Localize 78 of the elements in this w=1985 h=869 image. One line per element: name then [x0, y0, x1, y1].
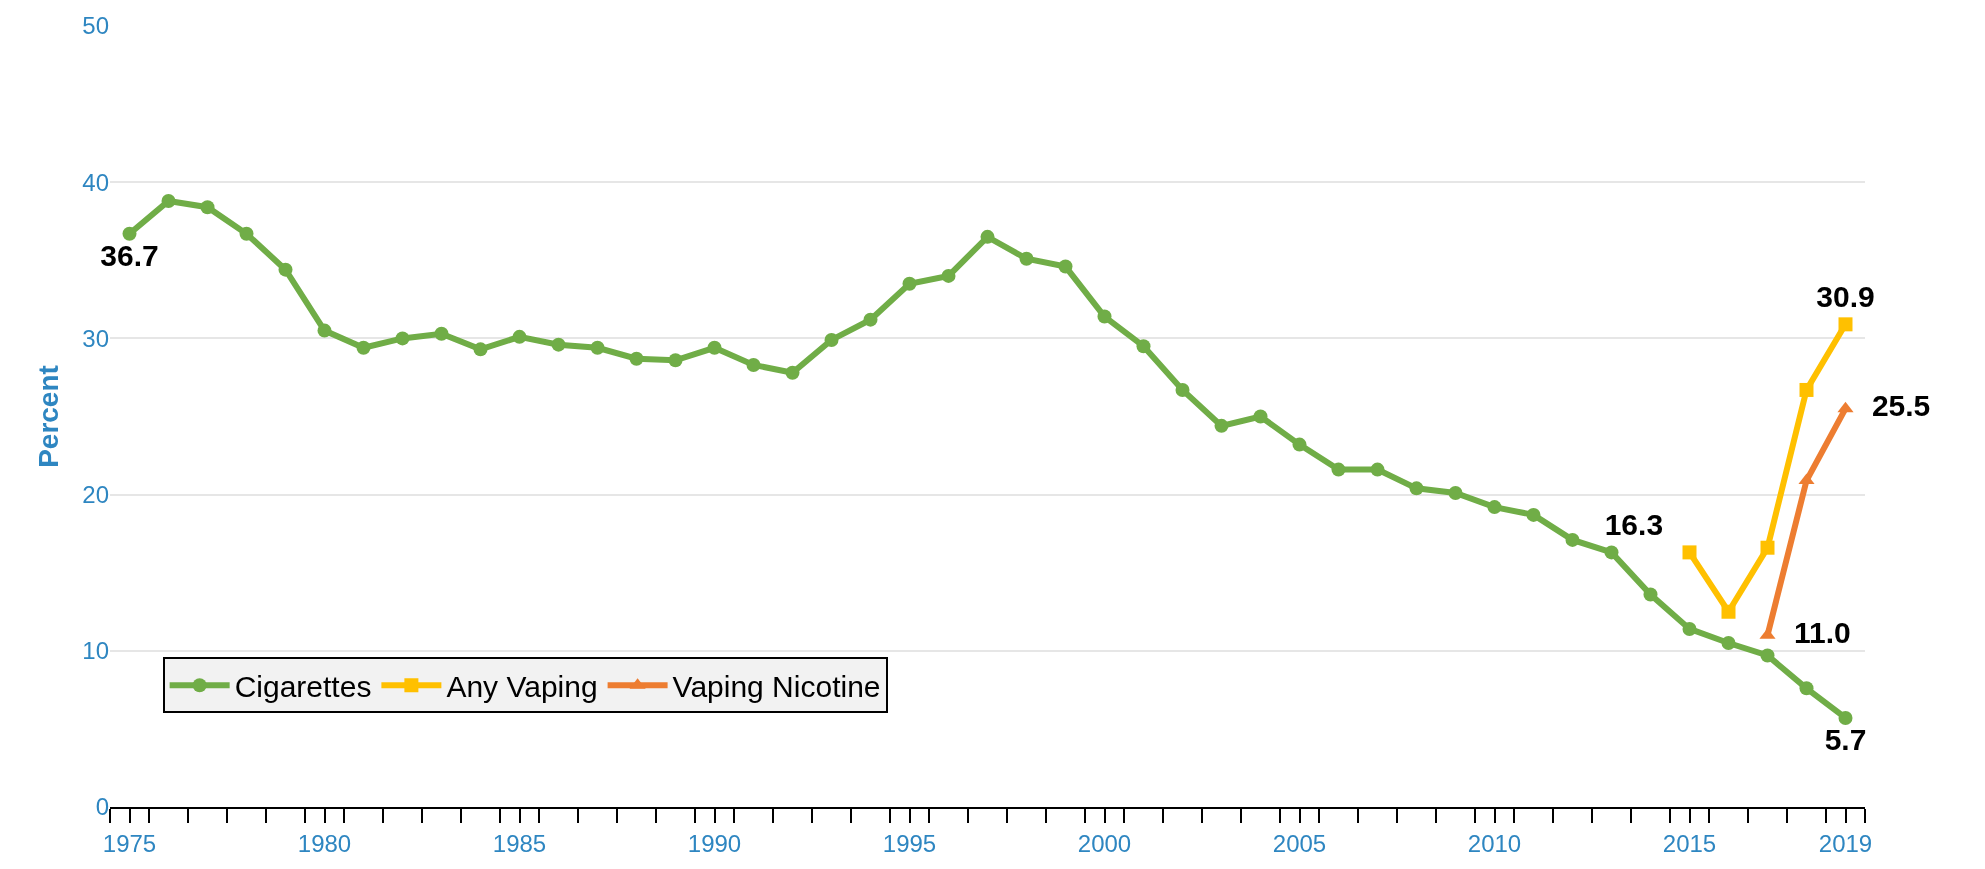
point	[1838, 317, 1853, 332]
point	[1409, 481, 1424, 496]
point	[1682, 545, 1697, 560]
point	[473, 342, 488, 357]
data-label: 30.9	[1799, 280, 1892, 314]
point	[1838, 710, 1853, 725]
point	[1019, 251, 1034, 266]
point	[395, 331, 410, 346]
x-tick-label: 2010	[1467, 829, 1522, 857]
point	[1331, 462, 1346, 477]
legend-label: Any Vaping	[446, 669, 598, 703]
point	[1058, 259, 1073, 274]
x-tick-label: 1995	[882, 829, 937, 857]
x-tick-label: 1980	[297, 829, 352, 857]
x-tick-label: 1985	[492, 829, 547, 857]
point	[1799, 382, 1814, 397]
point	[629, 351, 644, 366]
point	[1604, 545, 1619, 560]
x-tick-label: 2005	[1272, 829, 1327, 857]
point	[434, 326, 449, 341]
y-tick-label: 0	[95, 793, 109, 821]
point	[707, 340, 722, 355]
point	[1799, 681, 1814, 696]
point	[1370, 462, 1385, 477]
data-label: 36.7	[83, 239, 176, 272]
data-label: 11.0	[1777, 615, 1868, 649]
point	[551, 337, 566, 352]
point	[1175, 382, 1190, 397]
legend-label: Vaping Nicotine	[672, 669, 881, 703]
point	[863, 312, 878, 327]
point	[1097, 309, 1112, 324]
point	[356, 340, 371, 355]
point	[122, 226, 137, 241]
data-label: 25.5	[1855, 389, 1947, 423]
point	[1760, 540, 1775, 555]
y-tick-label: 20	[82, 481, 109, 508]
point	[278, 262, 293, 277]
point	[1292, 437, 1307, 452]
point	[590, 340, 605, 355]
data-label: 5.7	[1807, 723, 1884, 757]
point	[1760, 648, 1775, 663]
point	[1526, 507, 1541, 522]
x-tick-label: 2015	[1662, 829, 1717, 857]
point	[1643, 587, 1658, 602]
point	[1721, 635, 1736, 650]
point	[1253, 409, 1268, 424]
data-label: 16.3	[1588, 508, 1680, 542]
point	[1487, 500, 1502, 515]
point	[1837, 401, 1854, 413]
point	[980, 229, 995, 244]
y-axis-title: Percent	[33, 365, 64, 468]
point	[902, 276, 917, 291]
x-tick-label: 2000	[1077, 829, 1132, 857]
x-tick-label: 1975	[102, 829, 157, 857]
point	[1721, 604, 1736, 619]
point	[785, 365, 800, 380]
y-tick-label: 10	[82, 637, 109, 665]
point	[1214, 418, 1229, 433]
legend-label: Cigarettes	[234, 669, 372, 703]
point	[1565, 532, 1580, 547]
y-tick-label: 40	[82, 168, 109, 196]
point	[239, 226, 254, 241]
point	[746, 357, 761, 372]
x-tick-label: 1990	[687, 829, 742, 857]
point	[1448, 486, 1463, 501]
y-tick-label: 30	[82, 324, 109, 352]
point	[512, 329, 527, 344]
x-tick-label: 2019	[1818, 829, 1873, 857]
point	[824, 332, 839, 347]
point	[1682, 621, 1697, 636]
y-tick-label: 50	[82, 12, 109, 40]
point	[161, 193, 176, 208]
point	[200, 200, 215, 215]
point	[1798, 473, 1815, 485]
point	[668, 353, 683, 368]
point	[941, 268, 956, 283]
point	[317, 323, 332, 338]
point	[1136, 339, 1151, 354]
